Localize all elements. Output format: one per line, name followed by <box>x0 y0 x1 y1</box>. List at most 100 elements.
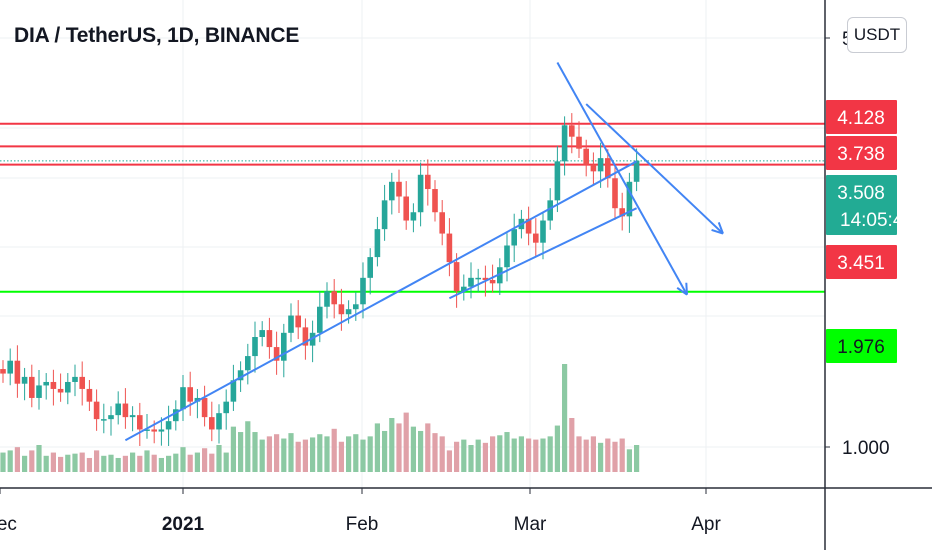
trendline <box>585 103 724 235</box>
x-tick-label: Mar <box>514 514 547 535</box>
volume-bar <box>518 436 524 472</box>
candle <box>43 381 49 386</box>
volume-bar <box>209 453 215 472</box>
candle <box>381 200 388 230</box>
volume-bar <box>526 438 532 472</box>
candle <box>252 337 258 357</box>
volume-bar <box>497 435 503 472</box>
volume-bar <box>410 426 416 472</box>
volume-bar <box>590 436 596 472</box>
candle <box>302 327 309 346</box>
candle <box>50 381 57 389</box>
candle <box>338 304 345 315</box>
trendline-arrowhead <box>676 287 688 296</box>
candle <box>619 208 625 217</box>
price-label-box <box>826 245 897 279</box>
volume-bar <box>367 436 373 472</box>
volume-bar <box>130 452 136 472</box>
candle <box>108 415 114 420</box>
candle <box>432 189 438 213</box>
volume-bar <box>295 441 301 472</box>
horizontal-levels <box>0 122 825 293</box>
volume-bar <box>173 453 179 472</box>
candle <box>446 233 453 263</box>
candle <box>525 218 532 234</box>
candle <box>331 291 337 305</box>
candle <box>468 277 474 287</box>
volume-bar <box>65 454 71 472</box>
volume-bar <box>252 432 258 472</box>
candle <box>259 330 265 338</box>
volume-bar <box>108 454 114 472</box>
volume-bar <box>36 445 42 472</box>
volume-bar <box>288 433 294 472</box>
currency-button[interactable]: USDT <box>847 17 907 53</box>
volume-bar <box>382 430 388 472</box>
chart-title: DIA / TetherUS, 1D, BINANCE <box>14 24 300 47</box>
volume-bar <box>562 364 568 472</box>
volume-bar <box>266 436 272 472</box>
price-label: 3.738 <box>837 144 885 165</box>
volume-bar <box>79 452 85 472</box>
candle <box>504 245 510 268</box>
volume-bar <box>216 445 222 472</box>
volume-bar <box>425 423 431 472</box>
candle <box>612 178 618 209</box>
candle <box>367 257 373 278</box>
candle <box>489 280 496 284</box>
price-label-box <box>826 329 897 363</box>
volume-bar <box>238 432 244 472</box>
volume-bar <box>137 455 143 472</box>
volume-bar <box>324 436 330 472</box>
candle <box>266 330 273 348</box>
candle <box>223 401 229 414</box>
candle <box>569 125 575 137</box>
candle <box>158 429 165 432</box>
candle <box>396 181 402 197</box>
volume-bar <box>403 412 409 472</box>
candle <box>626 181 633 217</box>
candle <box>439 212 445 234</box>
volume-bar <box>569 418 575 472</box>
candle <box>29 376 35 398</box>
price-label-box <box>826 175 897 235</box>
volume-bar <box>468 445 474 472</box>
volume-bar <box>115 457 121 472</box>
candle <box>180 387 186 410</box>
candle <box>583 148 589 165</box>
volume-bar <box>194 452 200 472</box>
x-tick-label: 2021 <box>162 514 205 535</box>
candle <box>101 419 107 421</box>
volume-bar <box>310 437 316 472</box>
volume-bar <box>158 457 164 472</box>
y-tick-label: 1.000 <box>842 438 890 459</box>
volume-bar <box>346 436 352 472</box>
volume-bar <box>389 418 395 472</box>
candle <box>137 415 143 430</box>
volume-bar <box>72 453 78 472</box>
candle <box>187 387 193 402</box>
volume-bar <box>29 450 35 472</box>
candle <box>209 417 215 430</box>
countdown-label: 14:05:46 <box>840 210 914 231</box>
candle <box>57 388 64 393</box>
price-label: 3.508 <box>837 183 885 204</box>
candle <box>324 291 330 307</box>
trendline-arrowhead <box>717 221 724 234</box>
candle <box>281 332 287 361</box>
candle <box>374 229 381 258</box>
volume-bar <box>598 442 604 472</box>
price-label-box <box>826 136 897 170</box>
volume-bar <box>504 432 510 472</box>
grid <box>0 0 825 488</box>
candle <box>129 415 136 418</box>
candle <box>345 309 352 315</box>
candle <box>554 161 561 201</box>
volume-bar <box>144 450 150 472</box>
volume-bar <box>626 449 632 472</box>
price-label: 3.451 <box>837 253 885 274</box>
x-tick-label: Dec <box>0 514 17 535</box>
candle <box>288 315 294 333</box>
